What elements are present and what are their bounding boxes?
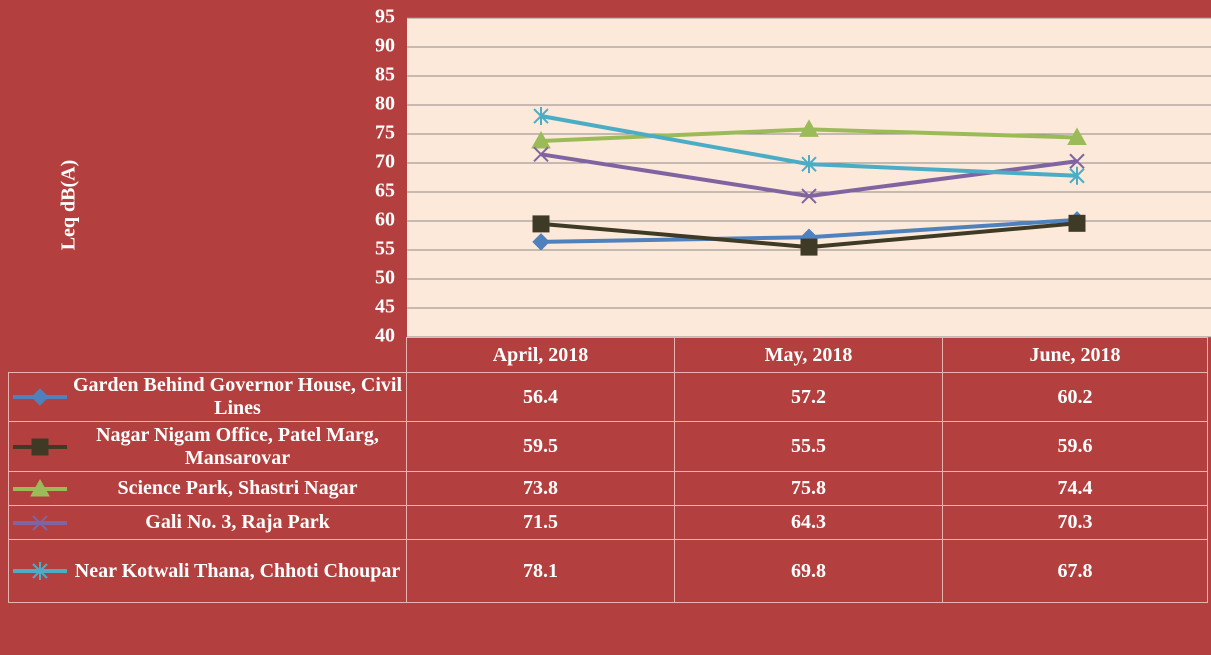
marker [532,233,550,251]
value-cell: 73.8 [406,471,675,506]
y-tick-label: 50 [375,267,395,289]
legend-label: Near Kotwali Thana, Chhoti Choupar [74,559,401,582]
marker [31,438,49,455]
y-axis-label: Leq dB(A) [58,160,80,251]
legend-label: Gali No. 3, Raja Park [145,511,330,533]
value-cell: 78.1 [406,539,675,603]
y-tick-label: 75 [375,122,395,144]
marker [799,119,819,137]
marker [801,188,817,204]
y-tick-label: 80 [375,93,395,115]
value-cell: 59.6 [942,421,1208,472]
marker [30,478,50,496]
value-cell: 64.3 [674,505,943,540]
legend-entry: Garden Behind Governor House, Civil Line… [9,373,406,421]
marker [533,146,549,163]
y-tick-label: 40 [375,325,395,347]
value-cell: 57.2 [674,372,943,422]
value-cell: 55.5 [674,421,943,472]
value-cell: 67.8 [942,539,1208,603]
marker [532,215,550,233]
legend-cell: Science Park, Shastri Nagar [8,471,407,506]
legend-key [13,388,67,406]
value-cell: 71.5 [406,505,675,540]
data-table: April, 2018 May, 2018 June, 2018 Garden Beh… [8,337,1208,603]
marker [531,130,551,149]
value-cell: 75.8 [674,471,943,506]
value-cell: 60.2 [942,372,1208,422]
y-tick-label: 85 [375,64,395,86]
marker [801,155,817,174]
legend-entry: Gali No. 3, Raja Park [9,506,406,539]
legend-key [13,438,67,455]
y-tick-label: 45 [375,296,395,318]
legend-entry: Science Park, Shastri Nagar [9,472,406,505]
legend-label: Nagar Nigam Office, Patel Marg, Mansarov… [96,423,379,469]
marker [32,514,48,531]
legend-cell: Gali No. 3, Raja Park [8,505,407,540]
marker [1068,214,1086,232]
value-cell: 59.5 [406,421,675,472]
y-tick-label: 90 [375,35,395,57]
value-cell: 74.4 [942,471,1208,506]
x-tick-label: May, 2018 [674,337,943,373]
x-tick-label: June, 2018 [942,337,1208,373]
marker [800,238,818,256]
y-tick-label: 95 [375,6,395,28]
legend-key [13,478,67,496]
marker [1069,153,1085,169]
legend-entry: Nagar Nigam Office, Patel Marg, Mansarov… [9,422,406,471]
legend-label: Science Park, Shastri Nagar [117,477,358,499]
y-tick-label: 60 [375,209,395,231]
marker [1069,166,1085,185]
legend-cell: Near Kotwali Thana, Chhoti Choupar [8,539,407,603]
marker [533,107,549,126]
value-cell: 70.3 [942,505,1208,540]
legend-cell: Nagar Nigam Office, Patel Marg, Mansarov… [8,421,407,472]
y-tick-label: 65 [375,180,395,202]
value-cell: 69.8 [674,539,943,603]
legend-cell: Garden Behind Governor House, Civil Line… [8,372,407,422]
value-cell: 56.4 [406,372,675,422]
legend-key [13,514,67,531]
marker [32,562,48,580]
y-tick-label: 70 [375,151,395,173]
marker [1067,127,1087,145]
legend-label: Garden Behind Governor House, Civil Line… [72,374,403,419]
legend-entry: Near Kotwali Thana, Chhoti Choupar [9,540,406,602]
y-tick-label: 55 [375,238,395,260]
marker [31,388,49,406]
legend-key [13,562,67,580]
plot-area [407,18,1211,337]
corner [9,338,407,373]
x-tick-label: April, 2018 [406,337,675,373]
